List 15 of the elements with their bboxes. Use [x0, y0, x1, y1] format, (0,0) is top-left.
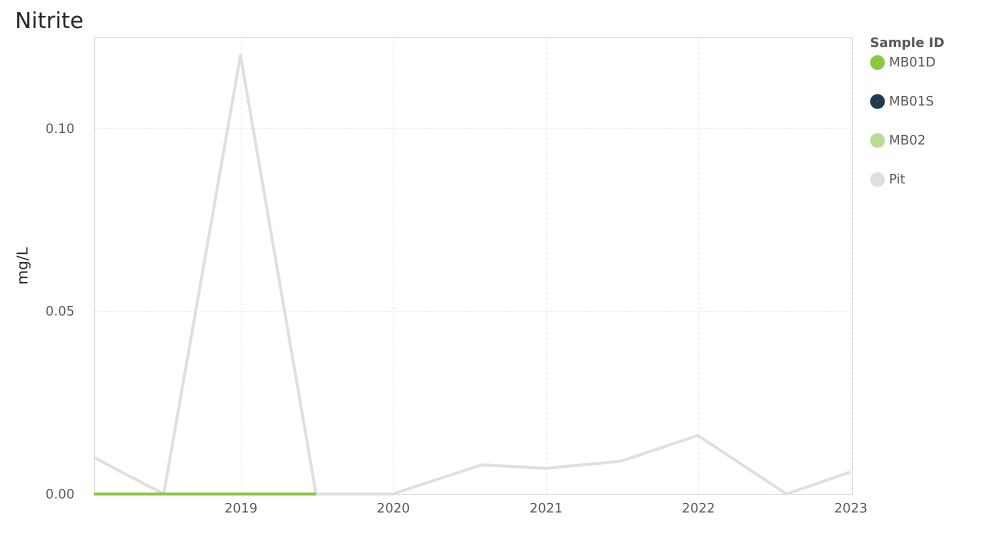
legend-label: MB02 — [889, 134, 926, 148]
x-tick-label: 2023 — [834, 502, 868, 516]
legend-title: Sample ID — [870, 36, 945, 51]
x-tick-label: 2022 — [682, 502, 716, 516]
legend-label: MB01D — [889, 56, 936, 70]
y-axis-title: mg/L — [14, 246, 32, 285]
x-tick-label: 2019 — [224, 502, 258, 516]
legend-label: MB01S — [889, 94, 934, 110]
y-tick-label: 0.05 — [46, 304, 74, 320]
x-tick-label: 2021 — [530, 502, 563, 516]
chart-title: Nitrite — [15, 9, 84, 34]
x-tick-label: 2020 — [376, 502, 410, 516]
y-tick-label: 0.00 — [46, 488, 74, 502]
y-tick-label: 0.10 — [46, 122, 74, 137]
legend-label: Pit — [889, 172, 906, 188]
